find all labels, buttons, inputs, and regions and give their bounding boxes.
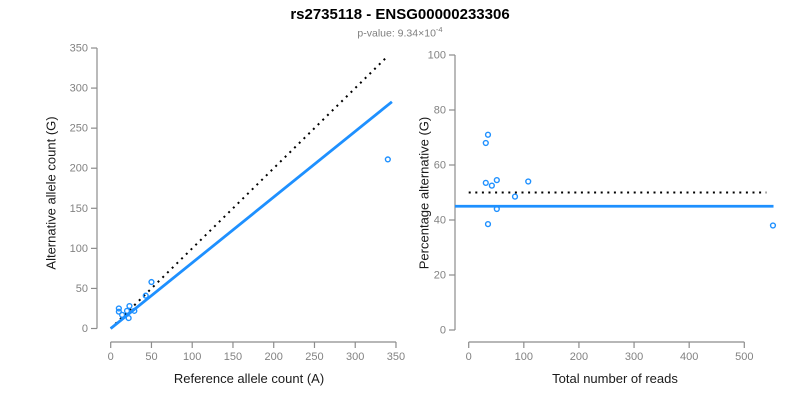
data-point <box>115 308 122 315</box>
pvalue-mantissa: 9.34×10 <box>397 27 436 40</box>
left-y-axis-label: Alternative allele count (G) <box>43 116 59 270</box>
y-tick-label: 0 <box>82 323 88 335</box>
data-point <box>769 222 777 229</box>
x-tick-label: 150 <box>224 351 242 363</box>
data-point <box>484 131 492 138</box>
x-tick-label: 100 <box>183 351 201 363</box>
data-point <box>126 302 133 310</box>
y-tick-label: 50 <box>76 283 88 295</box>
y-tick-label: 80 <box>434 105 446 117</box>
x-tick-label: 50 <box>145 351 157 363</box>
right-x-axis-label: Total number of reads <box>552 371 678 386</box>
left-x-axis-label: Reference allele count (A) <box>173 371 325 386</box>
data-point <box>482 179 489 186</box>
x-tick-label: 250 <box>305 351 323 363</box>
y-tick-label: 100 <box>428 50 446 62</box>
x-tick-label: 200 <box>265 351 283 363</box>
data-point <box>482 139 489 147</box>
right-panel: 0 20 40 60 80 100 0 100 200 300 400 500 <box>428 50 777 363</box>
data-point <box>125 314 132 322</box>
y-tick-label: 300 <box>70 83 88 95</box>
identity-line <box>109 55 389 330</box>
y-tick-label: 200 <box>70 163 88 175</box>
x-tick-label: 0 <box>108 351 114 363</box>
pvalue-exponent: -4 <box>435 25 443 34</box>
data-point <box>484 221 492 228</box>
y-tick-label: 0 <box>440 325 446 337</box>
data-point <box>142 292 149 299</box>
figure-title: rs2735118 - ENSG00000233306 <box>290 6 510 23</box>
data-point <box>525 178 532 185</box>
right-y-axis-label: Percentage alternative (G) <box>416 116 432 270</box>
x-tick-label: 200 <box>570 351 588 363</box>
data-point <box>123 307 131 314</box>
data-point <box>384 156 391 163</box>
data-point <box>493 177 500 184</box>
x-tick-label: 400 <box>680 351 698 363</box>
y-tick-label: 60 <box>434 160 446 172</box>
x-tick-label: 100 <box>515 351 533 363</box>
y-tick-label: 100 <box>70 243 88 255</box>
data-point <box>511 193 519 200</box>
pvalue-label: p-value: <box>357 27 398 40</box>
x-tick-label: 350 <box>387 351 405 363</box>
y-tick-label: 250 <box>70 123 88 135</box>
left-panel: 0 50 100 150 200 250 300 350 0 50 100 150 200 250 300 3… <box>70 43 406 363</box>
data-point <box>488 182 495 189</box>
y-tick-label: 20 <box>434 270 446 282</box>
x-tick-label: 500 <box>735 351 753 363</box>
y-tick-label: 350 <box>70 43 88 55</box>
data-point <box>493 205 500 213</box>
data-point <box>148 278 155 286</box>
figure-subtitle: p-value: 9.34×10-4 <box>357 25 442 40</box>
data-point <box>115 305 122 312</box>
data-point <box>131 307 138 314</box>
y-tick-label: 150 <box>70 203 88 215</box>
x-tick-label: 300 <box>625 351 643 363</box>
fit-line <box>109 100 393 330</box>
y-tick-label: 40 <box>434 215 446 227</box>
x-tick-label: 0 <box>466 351 472 363</box>
x-tick-label: 300 <box>346 351 364 363</box>
data-point <box>119 311 126 318</box>
